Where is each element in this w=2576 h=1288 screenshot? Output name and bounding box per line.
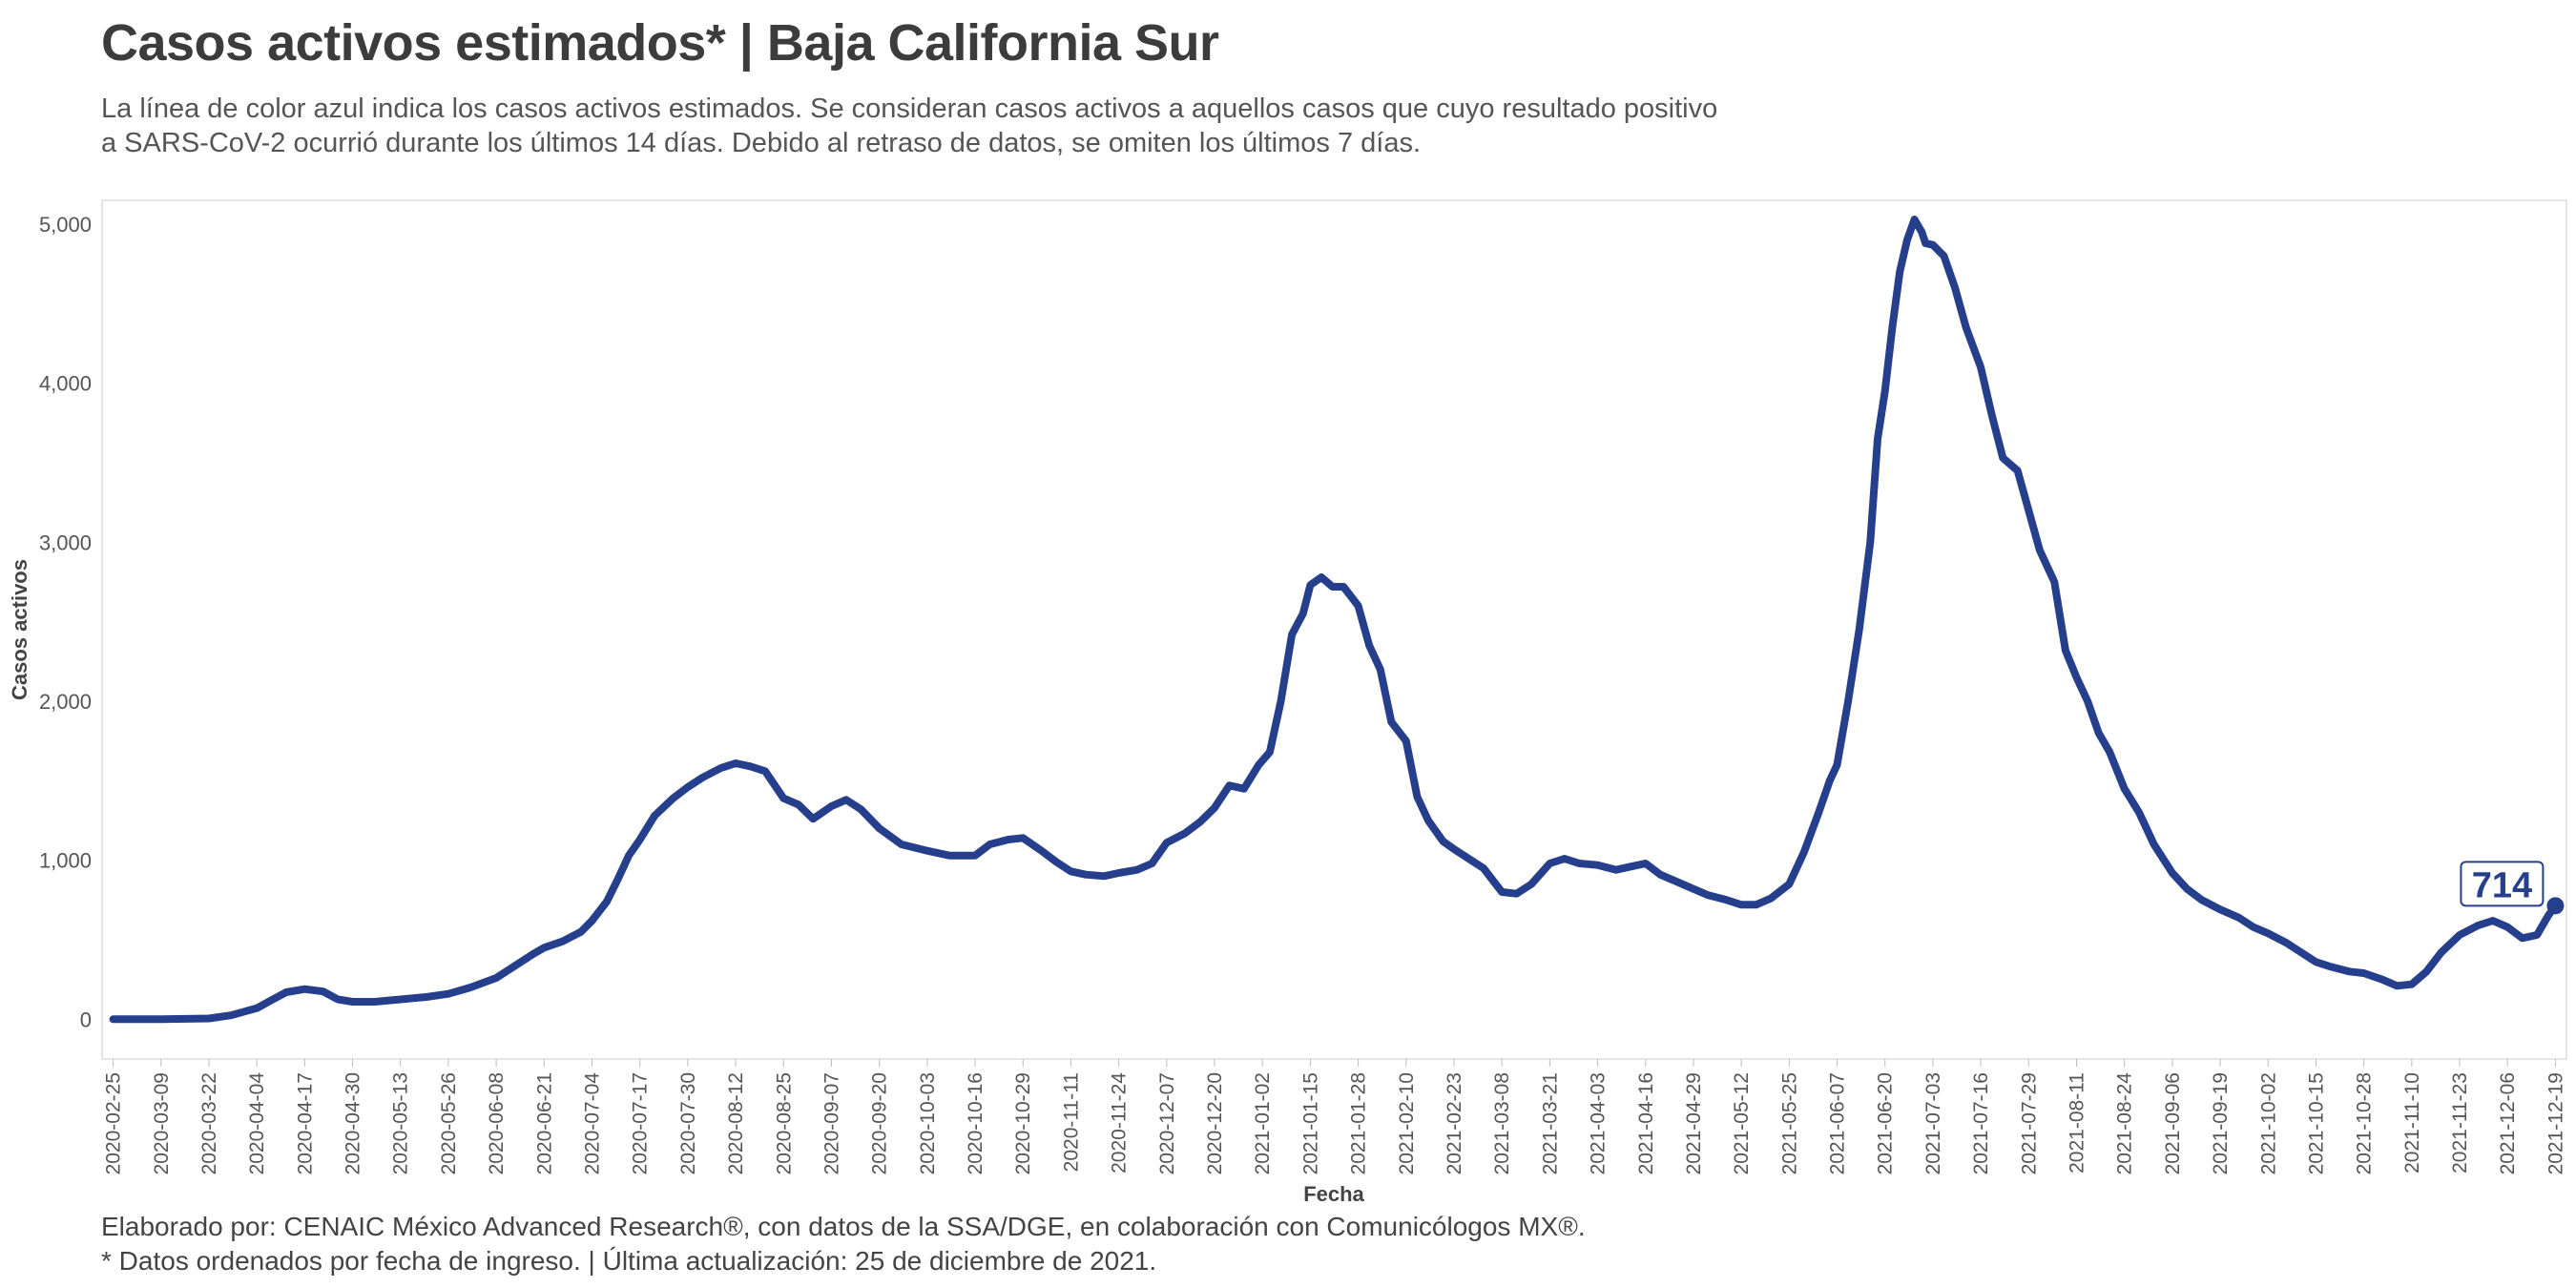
y-tick-label: 3,000 <box>39 530 92 554</box>
x-tick-label: 2020-10-29 <box>1012 1072 1034 1174</box>
x-tick-label: 2020-11-11 <box>1060 1072 1082 1172</box>
chart-title: Casos activos estimados* | Baja Californ… <box>101 14 1219 72</box>
y-tick-label: 4,000 <box>39 372 92 396</box>
x-tick-label: 2021-11-10 <box>2401 1072 2423 1174</box>
x-tick-label: 2021-10-28 <box>2354 1072 2376 1174</box>
x-tick-label: 2020-10-03 <box>917 1072 939 1174</box>
x-tick-label: 2020-10-16 <box>965 1072 987 1174</box>
x-tick-label: 2021-08-24 <box>2114 1072 2136 1175</box>
last-value-badge-box <box>2460 861 2545 907</box>
x-tick-label: 2021-07-29 <box>2018 1072 2040 1174</box>
x-tick-label: 2020-12-07 <box>1156 1072 1178 1174</box>
y-axis: 0 1,000 2,000 3,000 4,000 5,000 <box>39 213 92 1031</box>
x-tick-label: 2020-04-30 <box>343 1072 364 1174</box>
x-tick-label: 2020-05-13 <box>390 1072 412 1174</box>
footer-credits: Elaborado por: CENAIC México Advanced Re… <box>101 1212 1586 1241</box>
x-tick-label: 2021-01-28 <box>1348 1072 1370 1174</box>
x-tick-label: 2021-07-03 <box>1922 1072 1944 1174</box>
x-tick-label: 2020-07-04 <box>582 1072 604 1175</box>
x-tick-label: 2020-07-30 <box>677 1072 699 1174</box>
x-tick-label: 2021-05-25 <box>1778 1072 1800 1174</box>
x-tick-label: 2020-09-20 <box>869 1072 891 1174</box>
series-line <box>109 216 2560 1024</box>
chart-subtitle: La línea de color azul indica los casos … <box>101 92 1914 160</box>
x-tick-label: 2021-06-20 <box>1875 1072 1897 1174</box>
x-tick-label: 2021-03-21 <box>1539 1072 1561 1174</box>
x-tick-label: 2020-12-20 <box>1204 1072 1226 1174</box>
last-point-marker <box>2546 897 2565 915</box>
y-tick-label: 1,000 <box>39 849 92 873</box>
x-tick-label: 2020-05-26 <box>438 1072 460 1174</box>
x-tick-label: 2021-06-07 <box>1827 1072 1849 1174</box>
x-tick-label: 2021-04-29 <box>1683 1072 1705 1174</box>
x-tick-label: 2020-11-24 <box>1109 1072 1131 1174</box>
last-value-label: 714 <box>2472 865 2532 905</box>
y-axis-title: Casos activos <box>8 559 31 700</box>
x-tick-label: 2020-06-08 <box>486 1072 508 1174</box>
x-axis-title: Fecha <box>1303 1182 1364 1206</box>
x-tick-label: 2021-09-06 <box>2162 1072 2184 1174</box>
x-tick-label: 2021-02-10 <box>1396 1072 1418 1174</box>
x-tick-label: 2021-11-23 <box>2449 1072 2471 1174</box>
chart-footer: Elaborado por: CENAIC México Advanced Re… <box>101 1210 1586 1278</box>
x-tick-label: 2021-05-12 <box>1731 1072 1753 1174</box>
y-tick-label: 0 <box>80 1008 92 1031</box>
subtitle-line-1: La línea de color azul indica los casos … <box>101 93 1718 124</box>
x-tick-label: 2021-10-02 <box>2257 1072 2279 1174</box>
y-tick-label: 5,000 <box>39 213 92 237</box>
x-tick-label: 2021-01-02 <box>1252 1072 1274 1174</box>
x-tick-label: 2021-10-15 <box>2305 1072 2327 1174</box>
x-tick-label: 2021-08-11 <box>2066 1072 2088 1174</box>
x-tick-label: 2021-12-06 <box>2497 1072 2519 1174</box>
x-tick-label: 2021-03-08 <box>1491 1072 1513 1174</box>
x-tick-label: 2020-08-12 <box>725 1072 747 1174</box>
x-tick-label: 2020-02-25 <box>103 1072 125 1174</box>
x-tick-label: 2021-07-16 <box>1970 1072 1992 1174</box>
x-tick-label: 2020-06-21 <box>533 1072 555 1174</box>
plot-frame <box>101 199 2567 1060</box>
x-tick-label: 2021-02-23 <box>1444 1072 1465 1174</box>
x-tick-label: 2021-04-16 <box>1635 1072 1657 1174</box>
y-tick-label: 2,000 <box>39 690 92 714</box>
x-tick-label: 2021-01-15 <box>1299 1072 1321 1174</box>
x-tick-label: 2020-03-22 <box>198 1072 220 1174</box>
footer-note: * Datos ordenados por fecha de ingreso. … <box>101 1246 1157 1276</box>
x-tick-label: 2020-03-09 <box>151 1072 173 1174</box>
x-tick-label: 2021-04-03 <box>1588 1072 1610 1174</box>
subtitle-line-2: a SARS-CoV-2 ocurrió durante los últimos… <box>101 128 1422 158</box>
x-tick-label: 2021-09-19 <box>2210 1072 2232 1174</box>
x-axis: 2020-02-25 2020-03-09 2020-03-22 2020-04-04… <box>103 1059 2566 1175</box>
x-tick-label: 2020-08-25 <box>773 1072 795 1174</box>
x-tick-label: 2020-04-04 <box>246 1072 268 1175</box>
last-value-badge: 714 <box>2460 861 2545 907</box>
x-tick-label: 2020-07-17 <box>630 1072 652 1174</box>
x-tick-label: 2021-12-19 <box>2545 1072 2566 1174</box>
x-tick-label: 2020-04-17 <box>294 1072 316 1174</box>
x-tick-label: 2020-09-07 <box>821 1072 842 1174</box>
